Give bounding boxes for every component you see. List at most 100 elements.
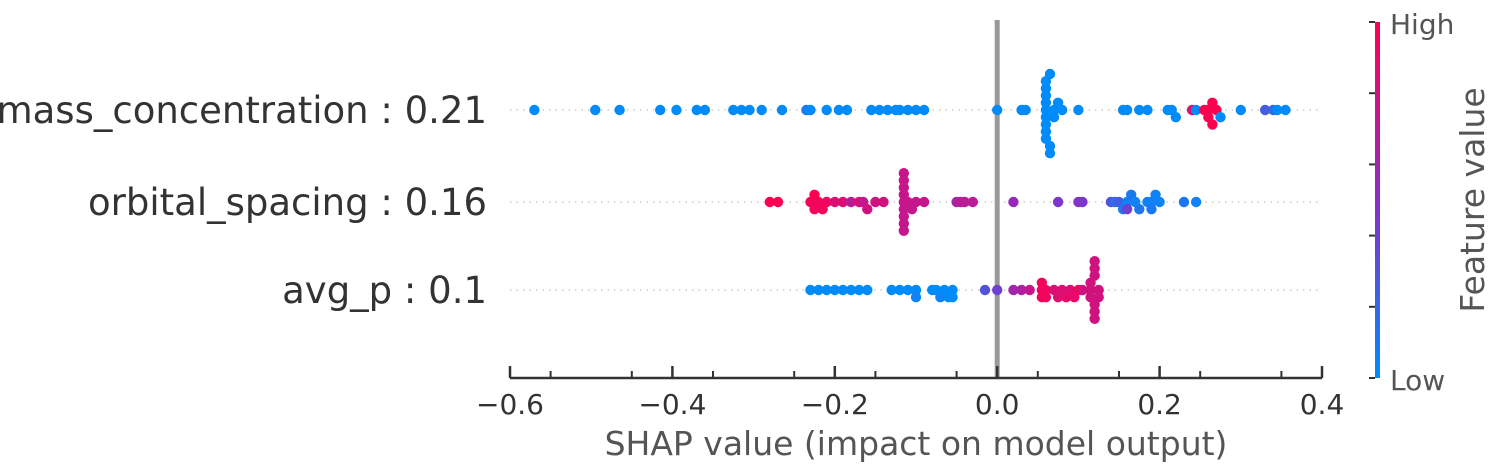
shap-point (1280, 104, 1291, 116)
shap-point (947, 292, 958, 303)
shap-point (959, 196, 970, 208)
shap-point (918, 196, 930, 208)
shap-point (1259, 104, 1271, 116)
shap-point (862, 204, 873, 215)
shap-point (614, 104, 625, 116)
shap-point (1093, 284, 1104, 296)
shap-point (898, 182, 910, 193)
shap-point (910, 284, 922, 296)
shap-point (898, 225, 910, 236)
shap-point (870, 196, 881, 208)
shap-point (1008, 284, 1019, 296)
shap-point (1190, 196, 1202, 208)
shap-point (691, 104, 702, 116)
shap-point (866, 104, 877, 116)
shap-point (1142, 104, 1153, 116)
shap-point (947, 284, 958, 296)
shap-point (1040, 83, 1052, 94)
shap-point (845, 284, 857, 296)
shap-point (1040, 112, 1052, 123)
shap-point (902, 104, 914, 116)
shap-point (837, 284, 849, 296)
shap-point (805, 104, 816, 116)
shap-point (1077, 284, 1088, 296)
shap-point (821, 196, 832, 208)
x-tick-label: 0.2 (1137, 388, 1182, 421)
shap-point (809, 189, 820, 200)
shap-point (1154, 196, 1165, 208)
shap-point (829, 196, 840, 208)
shap-point (805, 284, 816, 296)
shap-point (671, 104, 682, 116)
shap-point (886, 284, 897, 296)
x-tick-label: 0.0 (975, 388, 1020, 421)
shap-point (1146, 204, 1157, 215)
shap-point (744, 104, 755, 116)
shap-point (1040, 284, 1052, 296)
shap-point (1207, 119, 1218, 130)
shap-point (1016, 284, 1027, 296)
shap-point (898, 168, 910, 179)
shap-point (1040, 104, 1052, 116)
shap-point (829, 284, 840, 296)
shap-point (821, 284, 832, 296)
feature-label: avg_p : 0.1 (282, 269, 487, 312)
shap-point (1052, 196, 1064, 208)
shap-point (898, 211, 910, 222)
shap-point (736, 104, 747, 116)
shap-point (1089, 256, 1100, 267)
feature-labels: mass_concentration : 0.21 orbital_spacing… (0, 89, 487, 312)
x-axis-title: SHAP value (impact on model output) (605, 424, 1228, 463)
shap-point (967, 196, 979, 208)
shap-point (813, 284, 824, 296)
shap-point (1008, 196, 1019, 208)
shap-point (821, 104, 832, 116)
shap-point (1040, 119, 1052, 130)
shap-point (878, 196, 889, 208)
shap-point (898, 218, 910, 229)
shap-point (979, 284, 991, 296)
shap-point (1044, 68, 1056, 80)
shap-point (1020, 104, 1031, 116)
colorbar-low-label: Low (1390, 364, 1445, 397)
shap-point (1170, 112, 1182, 123)
shap-point (764, 196, 776, 208)
shap-point (756, 104, 767, 116)
shap-point (1044, 140, 1056, 152)
shap-point (1077, 196, 1088, 208)
x-ticks: −0.6 −0.4 −0.2 0.0 0.2 0.4 (476, 366, 1344, 421)
shap-point (910, 104, 922, 116)
shap-point (1235, 104, 1247, 116)
shap-point (699, 104, 711, 116)
shap-point (728, 104, 739, 116)
x-axis: −0.6 −0.4 −0.2 0.0 0.2 0.4 (476, 366, 1344, 421)
shap-point (992, 284, 1003, 296)
shap-point (529, 104, 540, 116)
shap-point (837, 196, 849, 208)
shap-point (1134, 104, 1145, 116)
colorbar-gradient (1375, 22, 1380, 378)
shap-point (918, 104, 930, 116)
shap-point (902, 284, 914, 296)
shap-point (1272, 104, 1283, 116)
shap-point (992, 104, 1003, 116)
shap-point (1089, 270, 1100, 281)
shap-point (1178, 196, 1190, 208)
shap-point (772, 196, 784, 208)
shap-point (1085, 284, 1096, 296)
shap-point (1048, 112, 1060, 123)
shap-point (1190, 104, 1202, 116)
shap-point (1089, 306, 1100, 317)
shap-point (898, 175, 910, 186)
colorbar-title: Feature value (1453, 87, 1492, 312)
x-tick-label: −0.2 (801, 388, 869, 421)
shap-point (1040, 126, 1052, 137)
x-tick-label: 0.4 (1300, 388, 1345, 421)
shap-point (894, 104, 905, 116)
shap-point (841, 104, 853, 116)
shap-point (1089, 263, 1100, 274)
shap-point (853, 284, 865, 296)
shap-point (845, 196, 857, 208)
colorbar: High Low Feature value (1369, 8, 1492, 397)
